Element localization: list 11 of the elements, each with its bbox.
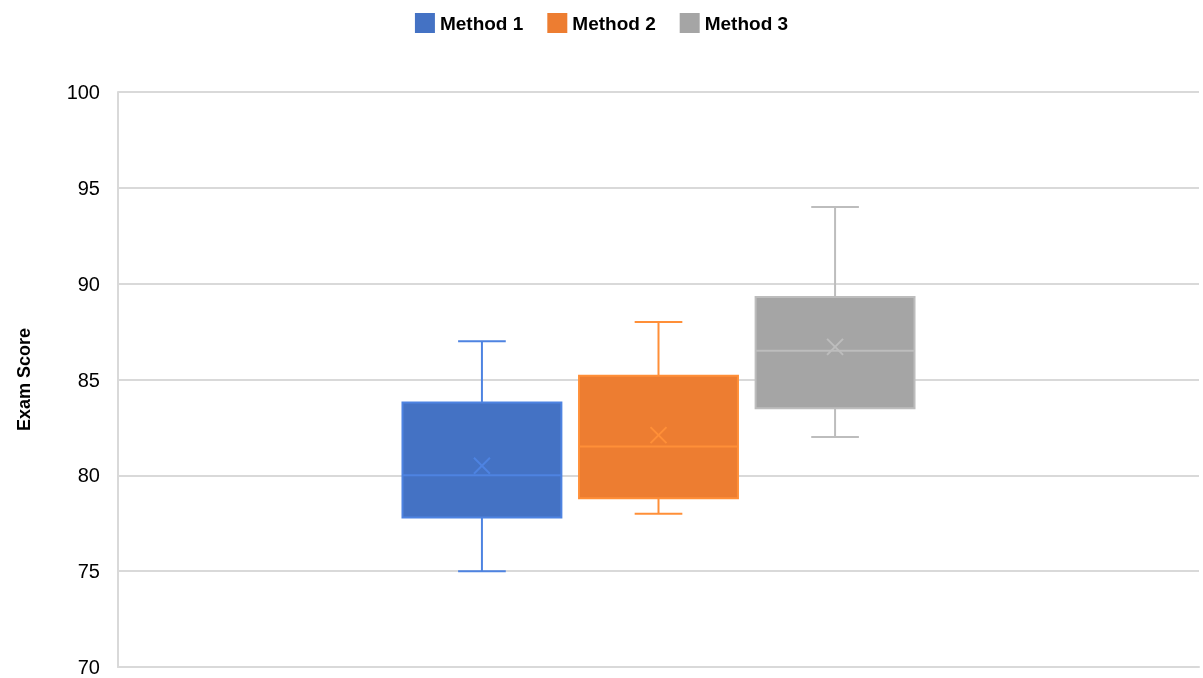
y-tick-label: 95 <box>77 176 100 199</box>
y-axis-title: Exam Score <box>14 327 34 432</box>
legend-label: Method 3 <box>704 12 789 34</box>
y-tick-label: 75 <box>77 560 100 583</box>
y-tick-label: 70 <box>77 656 100 678</box>
y-tick-label: 100 <box>66 81 100 103</box>
legend-label: Method 2 <box>572 12 656 34</box>
y-tick-label: 80 <box>77 464 100 487</box>
legend-label: Method 1 <box>439 12 524 34</box>
y-tick-label: 85 <box>77 368 100 391</box>
y-tick-label: 90 <box>77 272 100 295</box>
